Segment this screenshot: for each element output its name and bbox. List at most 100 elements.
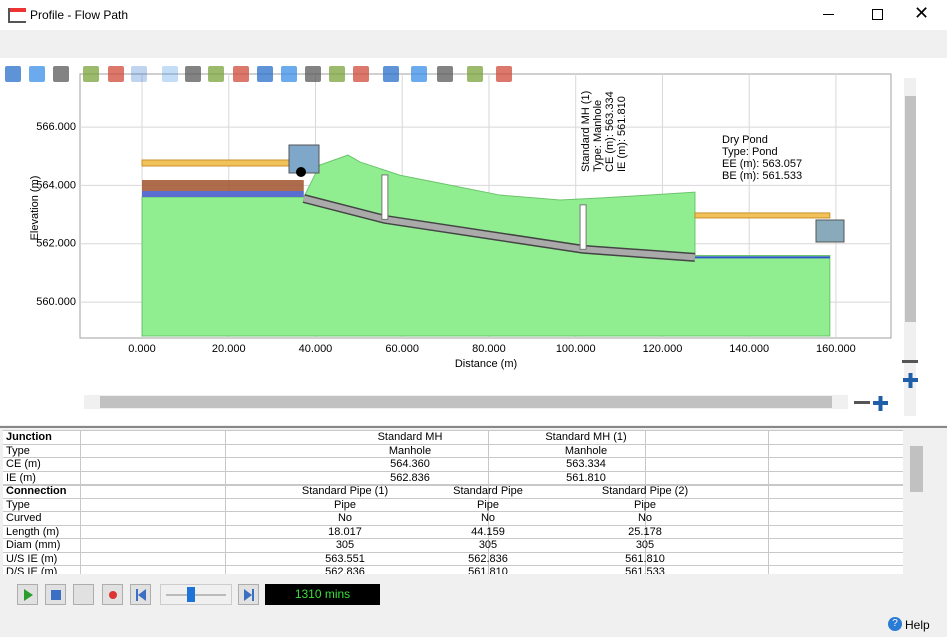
toolbar-button[interactable]	[185, 66, 201, 82]
x-tick-label: 40.000	[299, 343, 333, 355]
table-cell: No	[480, 512, 496, 524]
table-cell: 25.178	[628, 525, 662, 538]
table-cell: 305	[335, 539, 355, 551]
toolbar-button[interactable]	[383, 66, 399, 82]
table-cell: Standard Pipe (1)	[301, 485, 389, 497]
data-table: Junction Standard MH Standard MH (1) Type Ma…	[3, 430, 903, 574]
toolbar-button[interactable]	[305, 66, 321, 82]
toolbar-button[interactable]	[467, 66, 483, 82]
toolbar-button[interactable]	[131, 66, 147, 82]
maximize[interactable]	[872, 9, 883, 20]
v-thumb[interactable]	[905, 96, 916, 322]
fill-layer	[142, 191, 304, 197]
stop-button[interactable]	[45, 584, 66, 605]
table-cell: 44.159	[471, 525, 505, 538]
app-icon	[8, 8, 26, 23]
table-cell: IE (m)	[6, 471, 36, 484]
zoom-out[interactable]	[902, 360, 918, 363]
zoom-in[interactable]	[903, 373, 918, 388]
time-display: 1310 mins	[265, 584, 380, 605]
toolbar-button[interactable]	[496, 66, 512, 82]
table-grid	[3, 538, 903, 539]
table-grid	[3, 565, 903, 566]
blank-button[interactable]	[73, 584, 94, 605]
x-tick-label: 120.000	[643, 343, 683, 355]
annotation: Dry Pond	[722, 134, 768, 146]
zoom-out-h[interactable]	[854, 401, 870, 404]
table-cell: 561.810	[566, 471, 606, 484]
toolbar-button[interactable]	[281, 66, 297, 82]
toolbar-button[interactable]	[208, 66, 224, 82]
toolbar-button[interactable]	[437, 66, 453, 82]
table-grid	[645, 430, 646, 574]
table-cell: Standard Pipe (2)	[601, 485, 689, 497]
outfall-node	[296, 167, 306, 177]
rewind-button[interactable]	[130, 584, 151, 605]
table-grid	[3, 524, 903, 526]
table-cell: No	[637, 512, 653, 524]
table-grid	[3, 470, 903, 472]
table-cell: 561.810	[625, 552, 665, 565]
toolbar-button[interactable]	[29, 66, 45, 82]
annotation: BE (m): 561.533	[722, 170, 802, 182]
pipe-inner	[303, 195, 696, 261]
table-cell: 305	[635, 539, 655, 551]
table-cell: 564.360	[390, 458, 430, 470]
help-icon[interactable]: ?	[888, 617, 902, 631]
help-link[interactable]: Help	[905, 618, 930, 632]
table-cell: Type	[6, 444, 30, 457]
table-cell: Manhole	[388, 444, 432, 457]
x-axis-label: Distance (m)	[455, 358, 517, 370]
table-cell: 561.810	[468, 566, 508, 574]
h-thumb[interactable]	[100, 396, 832, 408]
table-grid	[3, 497, 903, 499]
table-cell: CE (m)	[6, 458, 41, 470]
pond-hatch	[694, 212, 831, 219]
title-bar: Profile - Flow Path ✕	[0, 0, 947, 30]
zoom-in-h[interactable]	[873, 396, 888, 411]
table-cell: Pipe	[633, 498, 657, 511]
x-tick-label: 80.000	[472, 343, 506, 355]
table-cell: 562.836	[468, 552, 508, 565]
toolbar-button[interactable]	[108, 66, 124, 82]
y-tick-label: 564.000	[36, 179, 76, 191]
toolbar-button[interactable]	[233, 66, 249, 82]
x-tick-label: 0.000	[128, 343, 156, 355]
table-scroll[interactable]	[908, 430, 925, 574]
toolbar-button[interactable]	[411, 66, 427, 82]
annotation: Type: Manhole	[592, 100, 604, 172]
manhole	[381, 174, 389, 220]
table-cell: 563.551	[325, 552, 365, 565]
table-cell: No	[337, 512, 353, 524]
forward-button[interactable]	[238, 584, 259, 605]
table-grid	[225, 430, 226, 574]
table-grid	[3, 430, 903, 431]
record-button[interactable]	[102, 584, 123, 605]
toolbar-button[interactable]	[353, 66, 369, 82]
toolbar-button[interactable]	[83, 66, 99, 82]
toolbar-button[interactable]	[257, 66, 273, 82]
table-cell: 305	[478, 539, 498, 551]
minimize[interactable]	[823, 14, 834, 15]
time-slider[interactable]	[160, 584, 232, 605]
y-tick-label: 562.000	[36, 238, 76, 250]
toolbar-button[interactable]	[5, 66, 21, 82]
table-cell: D/S IE (m)	[6, 566, 58, 574]
toolbar-button[interactable]	[162, 66, 178, 82]
table-cell: Length (m)	[6, 525, 60, 538]
toolbar-button[interactable]	[53, 66, 69, 82]
toolbar-button[interactable]	[329, 66, 345, 82]
close[interactable]: ✕	[914, 3, 930, 23]
table-cell: Standard MH	[377, 431, 443, 443]
title: Profile - Flow Path	[30, 8, 129, 22]
table-cell: U/S IE (m)	[6, 552, 58, 565]
toolbar	[0, 30, 947, 82]
annotation: Standard MH (1)	[580, 91, 592, 172]
table-cell: 18.017	[328, 525, 362, 538]
annotation: CE (m): 563.334	[604, 91, 616, 172]
play-button[interactable]	[17, 584, 38, 605]
table-cell: 562.836	[390, 471, 430, 484]
x-tick-label: 20.000	[212, 343, 246, 355]
left-hatch	[141, 159, 305, 167]
